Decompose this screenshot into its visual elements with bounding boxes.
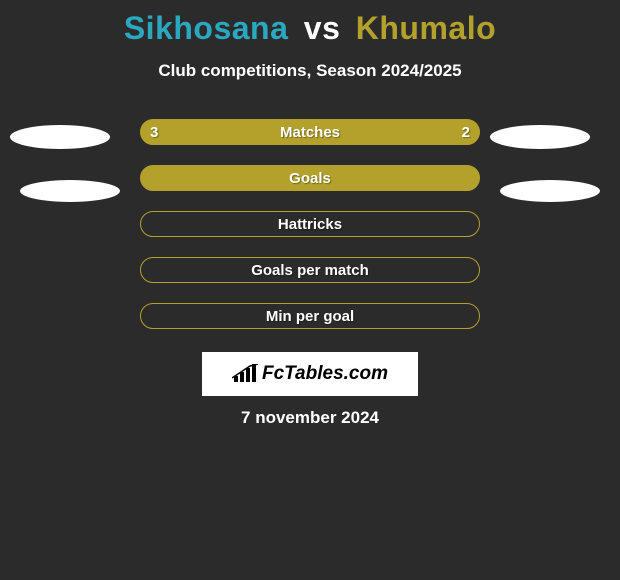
stat-bar: Hattricks	[140, 211, 480, 237]
stat-bar-fill	[140, 211, 480, 237]
decorative-ellipse	[10, 125, 110, 149]
bar-chart-icon	[232, 364, 258, 384]
stat-bar-fill	[140, 165, 480, 191]
logo-inner: FcTables.com	[232, 363, 388, 385]
decorative-ellipse	[490, 125, 590, 149]
stat-bar-fill	[140, 119, 480, 145]
date-label: 7 november 2024	[0, 408, 620, 428]
stat-row: Hattricks	[0, 201, 620, 247]
title-player2: Khumalo	[356, 10, 496, 46]
subtitle: Club competitions, Season 2024/2025	[0, 61, 620, 81]
comparison-infographic: Sikhosana vs Khumalo Club competitions, …	[0, 0, 620, 580]
stat-value-left: 3	[150, 119, 158, 145]
stat-bar: Goals	[140, 165, 480, 191]
stat-value-right: 2	[462, 119, 470, 145]
decorative-ellipse	[500, 180, 600, 202]
title-player1: Sikhosana	[124, 10, 289, 46]
stat-bar: 3 Matches 2	[140, 119, 480, 145]
page-title: Sikhosana vs Khumalo	[0, 0, 620, 47]
stat-row: Min per goal	[0, 293, 620, 339]
logo-text: FcTables.com	[262, 363, 388, 385]
stat-bar-fill	[140, 303, 480, 329]
stat-bar: Goals per match	[140, 257, 480, 283]
decorative-ellipse	[20, 180, 120, 202]
stat-bar-fill	[140, 257, 480, 283]
stat-row: Goals per match	[0, 247, 620, 293]
stat-bar: Min per goal	[140, 303, 480, 329]
title-vs: vs	[304, 10, 341, 46]
logo: FcTables.com	[202, 352, 418, 396]
